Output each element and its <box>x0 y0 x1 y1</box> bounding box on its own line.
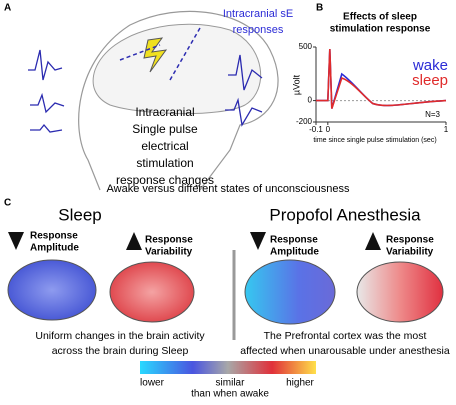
description: response changes <box>116 173 214 187</box>
label: Response <box>386 235 434 246</box>
waveform <box>225 97 263 127</box>
color-scale <box>140 361 316 374</box>
x-axis-label: time since single pulse stimulation (sec… <box>313 137 436 144</box>
label: Response <box>30 231 78 242</box>
x-tick-label: 0 <box>326 125 331 134</box>
stimulus-bolt <box>143 37 168 73</box>
legend-label: sleep <box>412 72 448 89</box>
waveform <box>316 48 447 109</box>
electrode-label: responses <box>233 24 284 36</box>
label: Amplitude <box>270 247 319 258</box>
description: affected when unarousable under anesthes… <box>240 345 450 357</box>
scale-label: higher <box>286 378 314 389</box>
electrodes <box>119 27 201 81</box>
chart-title: Effects of sleep <box>343 12 417 23</box>
brain <box>7 259 97 321</box>
y-tick-label: -200 <box>296 117 313 126</box>
panel-c: C Sleep Propofol Anesthesia Response Amp… <box>4 198 450 400</box>
scale-label: lower <box>140 378 165 389</box>
electrode-label: Intracranial sE <box>223 8 293 20</box>
y-tick-label: 500 <box>299 42 313 51</box>
scale-label: similar <box>216 378 246 389</box>
waveform <box>228 54 263 91</box>
x-tick-label: 1 <box>444 125 449 134</box>
note: N=3 <box>425 110 440 119</box>
chart-title: stimulation response <box>330 24 431 35</box>
y-tick-label: 0 <box>308 96 313 105</box>
description: electrical <box>141 139 188 153</box>
x-tick-label: -0.1 <box>309 125 323 134</box>
label: Response <box>270 235 318 246</box>
label: Variability <box>145 247 193 258</box>
panel-label: A <box>4 3 11 14</box>
brain <box>109 261 195 323</box>
label: Response <box>145 235 193 246</box>
brain-outline <box>92 23 261 115</box>
caption: Awake versus different states of unconsc… <box>107 183 350 195</box>
label: Amplitude <box>30 243 79 254</box>
waveform <box>28 49 63 81</box>
description: Single pulse <box>132 122 198 136</box>
description: Uniform changes in the brain activity <box>35 330 205 342</box>
description: The Prefrontal cortex was the most <box>264 330 427 342</box>
waveform <box>30 92 65 114</box>
panel-a: A Intracranial sE responses Intracranial… <box>4 3 293 191</box>
label: Variability <box>386 247 434 258</box>
waveform <box>30 123 63 133</box>
panel-label: C <box>4 198 11 209</box>
description: across the brain during Sleep <box>52 345 189 357</box>
description: stimulation <box>136 156 193 170</box>
scale-label: than when awake <box>191 389 269 400</box>
panel-b: B Effects of sleep stimulation response … <box>291 3 448 144</box>
legend-label: wake <box>412 57 448 74</box>
section-title: Sleep <box>58 205 101 224</box>
panel-label: B <box>316 3 323 14</box>
head-outline <box>78 10 279 191</box>
brain <box>244 259 336 325</box>
y-axis-label: µVolt <box>291 74 301 95</box>
brain <box>356 261 444 323</box>
description: Intracranial <box>135 105 194 119</box>
section-title: Propofol Anesthesia <box>269 205 421 224</box>
